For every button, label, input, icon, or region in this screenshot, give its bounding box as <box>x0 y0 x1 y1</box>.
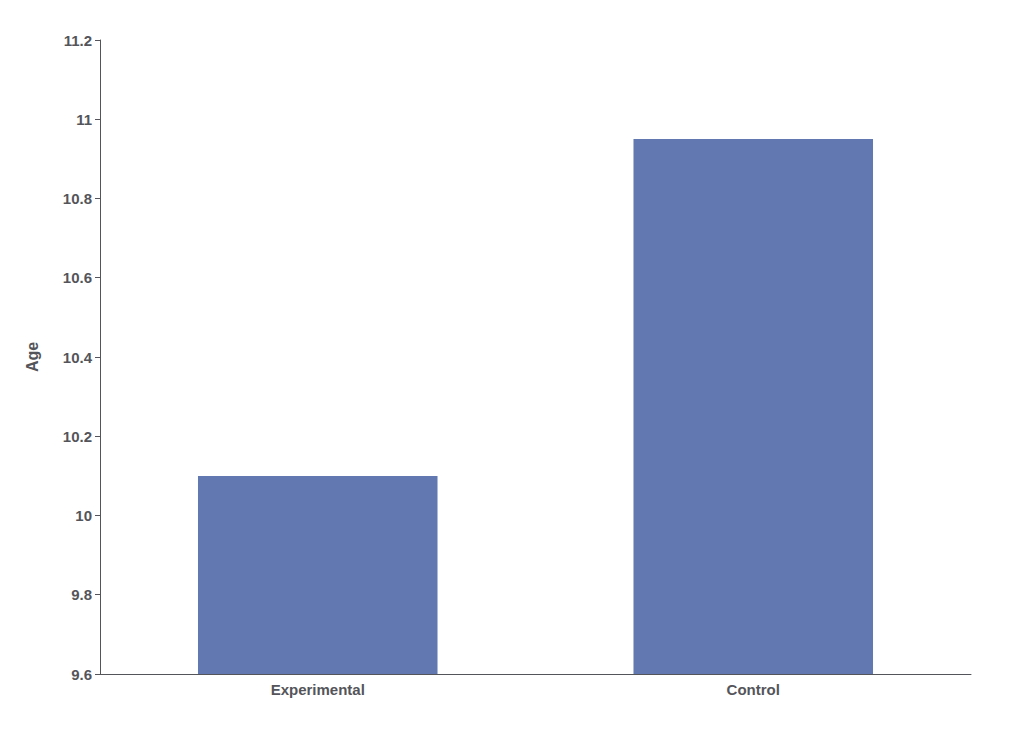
svg-text:10.4: 10.4 <box>63 349 93 366</box>
svg-text:10.8: 10.8 <box>63 190 92 207</box>
svg-text:11.2: 11.2 <box>64 32 92 49</box>
svg-text:10.2: 10.2 <box>63 428 92 445</box>
svg-text:9.6: 9.6 <box>71 666 92 683</box>
svg-text:9.8: 9.8 <box>71 586 92 603</box>
svg-text:10: 10 <box>75 507 92 524</box>
svg-text:11: 11 <box>76 111 92 128</box>
svg-text:10.6: 10.6 <box>63 269 92 286</box>
svg-text:Control: Control <box>727 681 780 698</box>
svg-text:Experimental: Experimental <box>271 681 365 698</box>
svg-text:Age: Age <box>24 342 41 372</box>
